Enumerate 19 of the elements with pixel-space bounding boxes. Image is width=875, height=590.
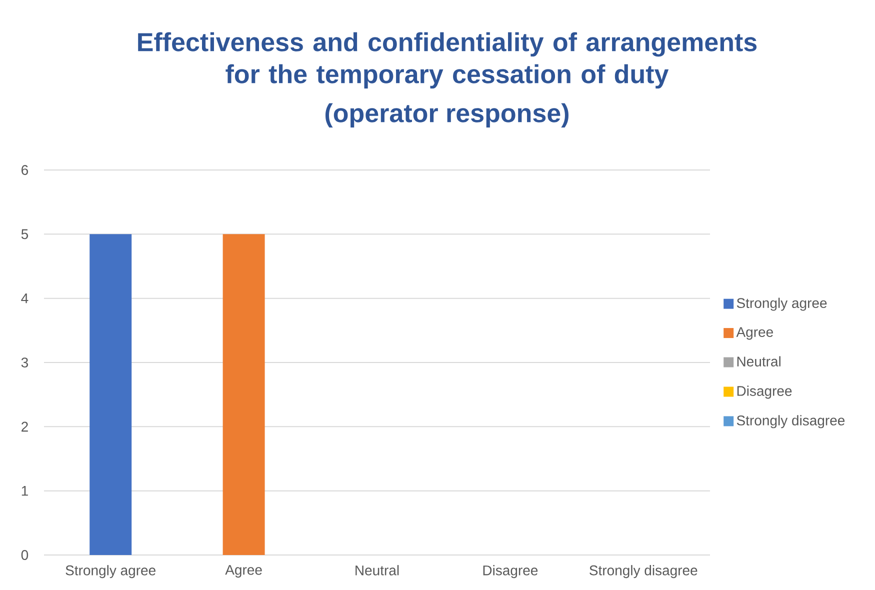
chart-subtitle: (operator response) — [326, 103, 568, 128]
x-tick-label: Strongly agree — [66, 565, 156, 578]
x-tick-label: Neutral — [356, 565, 399, 576]
y-tick-label: 4 — [21, 294, 28, 304]
x-tick-label: Strongly disagree — [590, 565, 698, 578]
y-tick-label: 3 — [21, 358, 28, 368]
y-tick-label: 1 — [22, 486, 28, 496]
y-tick-label: 0 — [21, 550, 28, 560]
legend-label: Agree — [736, 327, 773, 340]
chart-title: Effectiveness and confidentiality of arrangements for the temporary cessation of duty — [138, 32, 757, 89]
y-tick-label: 5 — [21, 229, 28, 240]
legend-label: Disagree — [737, 386, 792, 399]
legend-label: Neutral — [737, 356, 780, 366]
legend-label: Strongly agree — [736, 298, 827, 311]
legend-label: Strongly disagree — [736, 415, 845, 428]
y-tick-label: 6 — [22, 165, 28, 175]
x-tick-label: Agree — [225, 565, 262, 578]
x-tick-label: Disagree — [483, 565, 538, 578]
y-tick-label: 2 — [22, 422, 28, 432]
